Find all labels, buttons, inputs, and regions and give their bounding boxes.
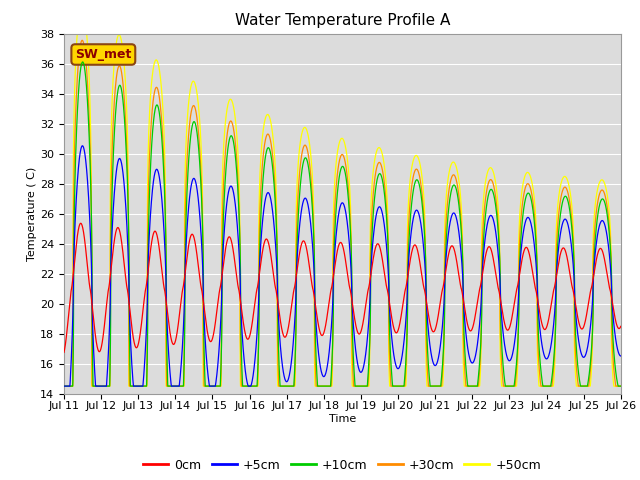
X-axis label: Time: Time <box>329 414 356 424</box>
Title: Water Temperature Profile A: Water Temperature Profile A <box>235 13 450 28</box>
Legend: 0cm, +5cm, +10cm, +30cm, +50cm: 0cm, +5cm, +10cm, +30cm, +50cm <box>138 454 547 477</box>
Text: SW_met: SW_met <box>75 48 131 61</box>
Y-axis label: Temperature ( C): Temperature ( C) <box>28 167 37 261</box>
